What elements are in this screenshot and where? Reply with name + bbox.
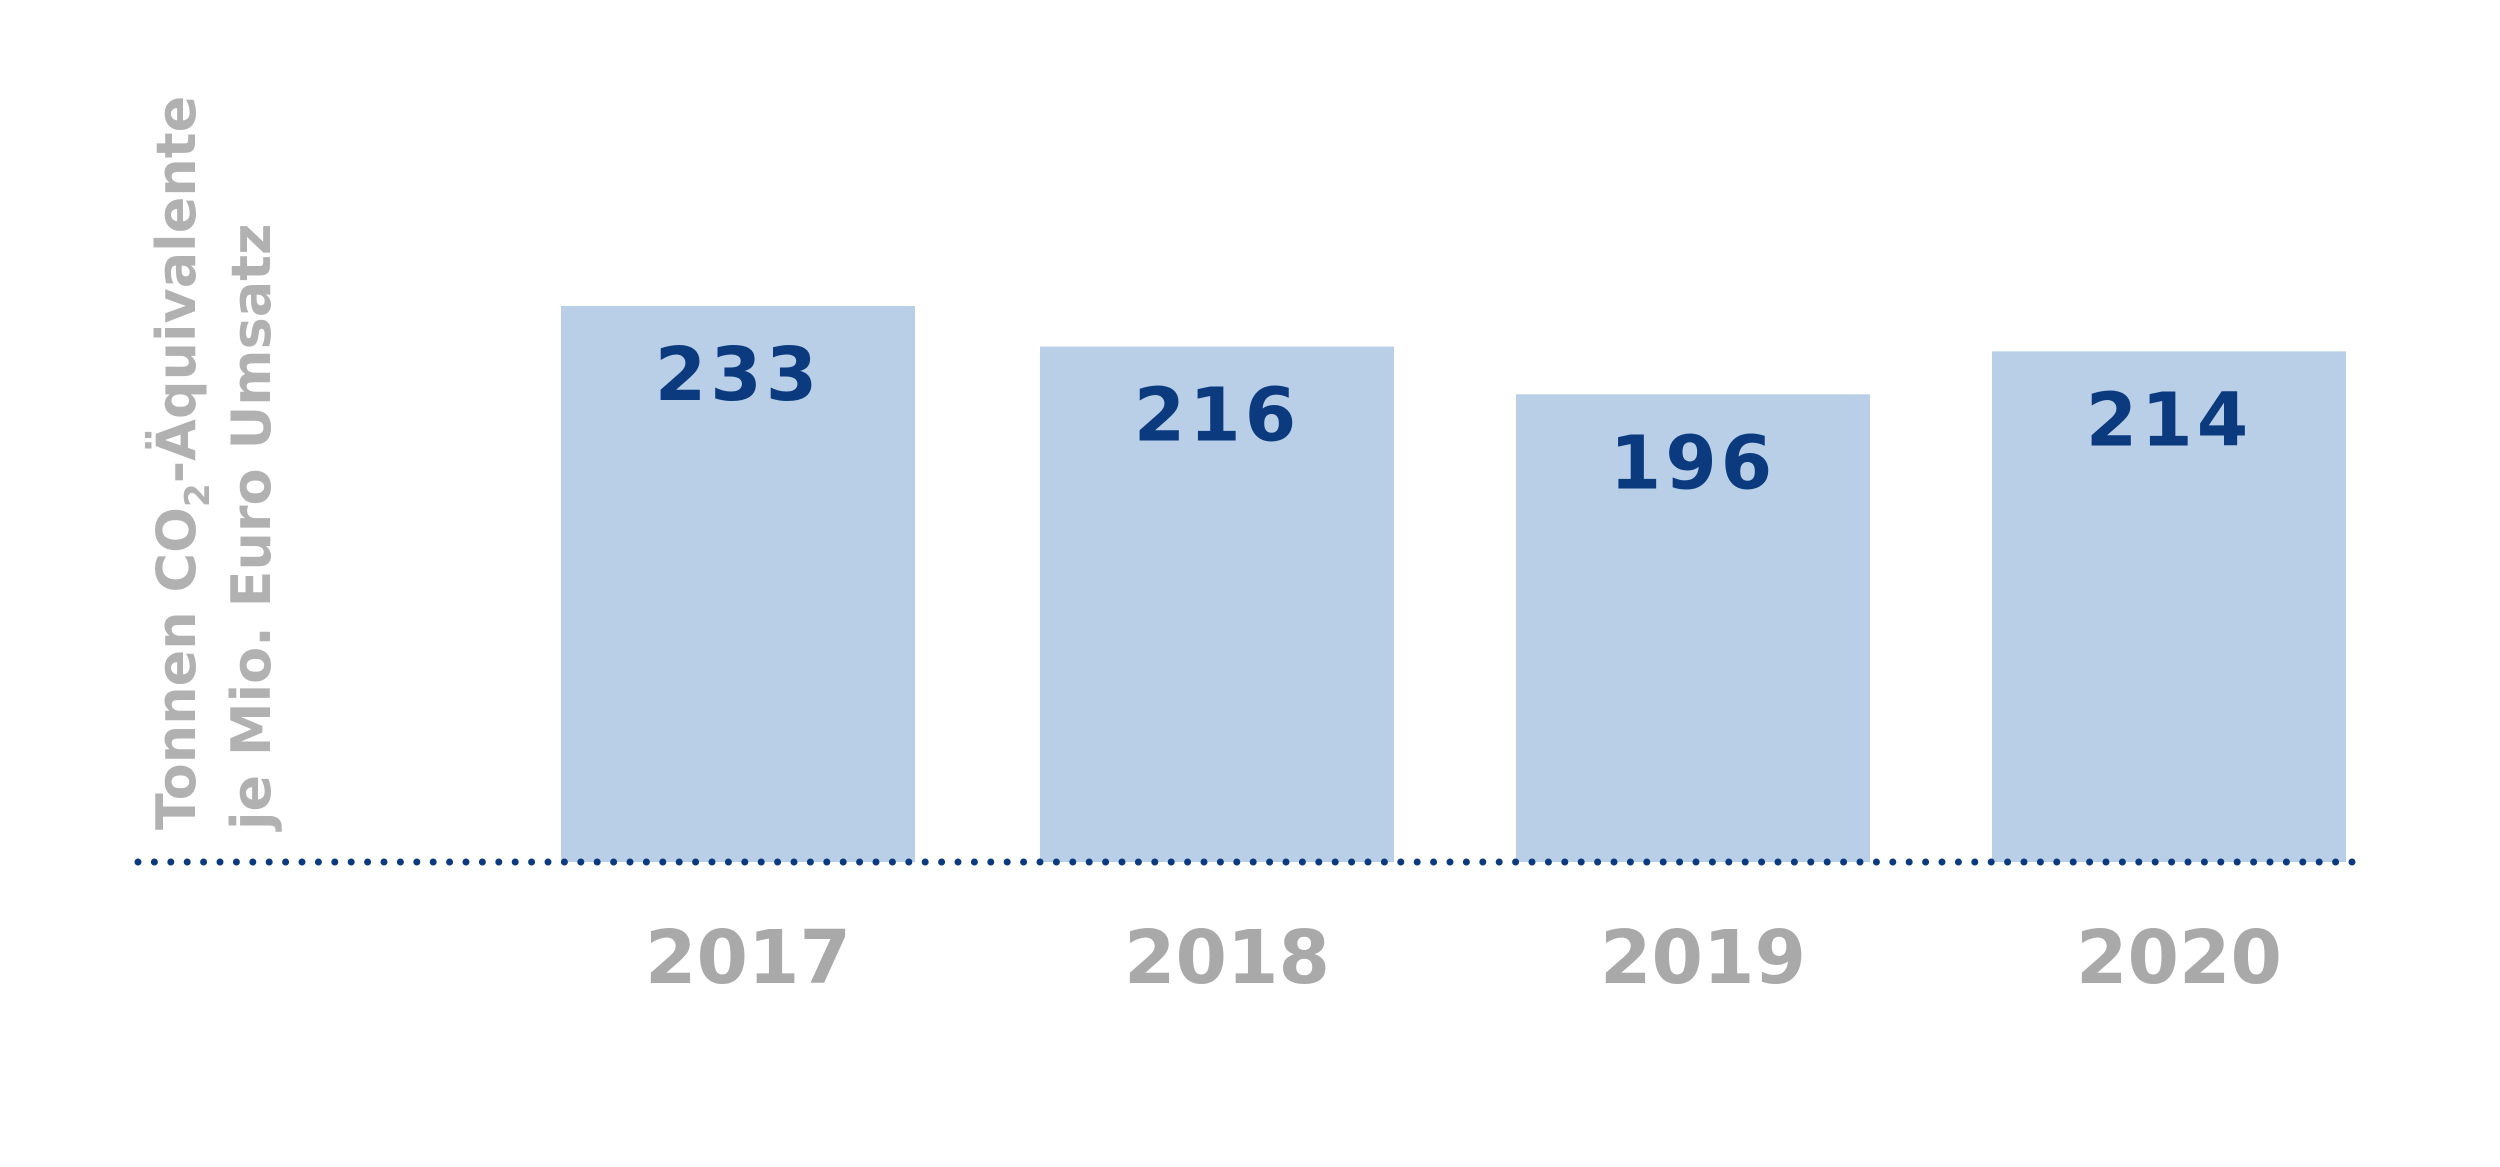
x-tick-labels: 2017 2018 2019 2020 (645, 915, 2282, 1001)
x-tick-label-2020: 2020 (2076, 915, 2282, 1001)
value-label-2019: 196 (1610, 420, 1776, 506)
x-tick-label-2018: 2018 (1124, 915, 1330, 1001)
bar-2019 (1516, 394, 1870, 862)
y-axis-label: Tonnen CO2-Äquivalente je Mio. Euro Umsa… (145, 96, 283, 832)
x-tick-label-2017: 2017 (645, 915, 851, 1001)
value-label-2018: 216 (1134, 373, 1300, 459)
y-axis-label-line1: Tonnen CO2-Äquivalente (145, 96, 218, 830)
y-axis-label-line1-subscript: 2 (178, 483, 218, 507)
value-label-2020: 214 (2086, 377, 2252, 463)
bars-layer: 233 216 196 214 (561, 306, 2346, 862)
bar-2020 (1992, 351, 2346, 862)
bar-2018 (1040, 346, 1394, 862)
value-label-2017: 233 (655, 332, 821, 418)
y-axis-label-line1-prefix: Tonnen CO (145, 507, 208, 830)
bar-2017 (561, 306, 915, 862)
x-tick-label-2019: 2019 (1600, 915, 1806, 1001)
y-axis-label-line2: je Mio. Euro Umsatz (220, 224, 283, 832)
y-axis-label-line1-suffix: -Äquivalente (145, 96, 208, 483)
